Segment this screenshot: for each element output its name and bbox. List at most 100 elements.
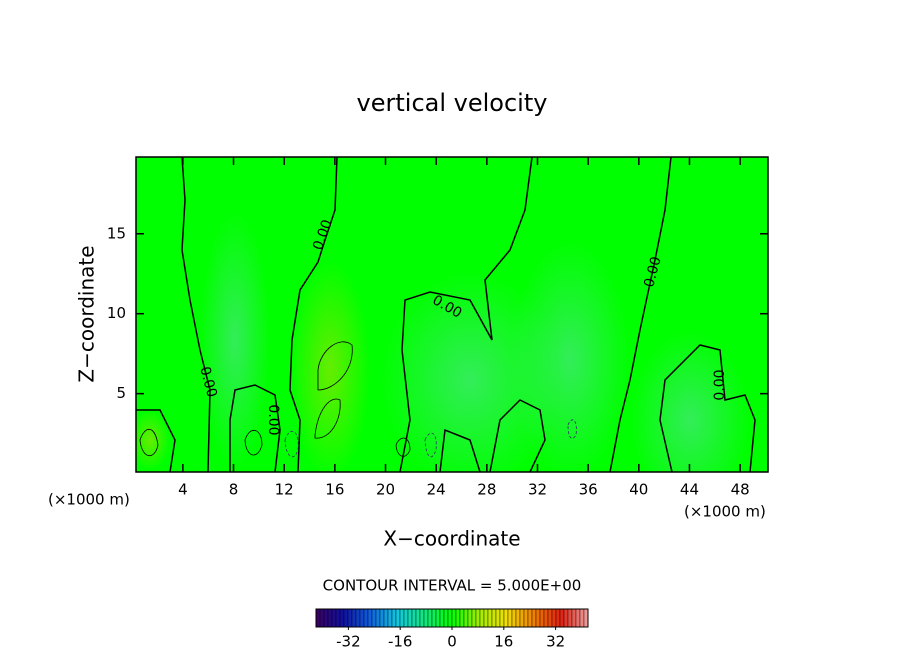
- colorbar-cell: [495, 608, 501, 628]
- colorbar-cell: [475, 608, 481, 628]
- colorbar-cell: [499, 608, 505, 628]
- colorbar-cell: [535, 608, 541, 628]
- colorbar-cell: [339, 608, 345, 628]
- colorbar-cell: [331, 608, 337, 628]
- colorbar-cell: [395, 608, 401, 628]
- colorbar-cell: [371, 608, 377, 628]
- colorbar-cell: [439, 608, 445, 628]
- chart-title: vertical velocity: [357, 89, 548, 117]
- colorbar-cell: [375, 608, 381, 628]
- colorbar-cell: [443, 608, 449, 628]
- colorbar-cell: [527, 608, 533, 628]
- colorbar-cell: [323, 608, 329, 628]
- colorbar-cell: [575, 608, 581, 628]
- x-tick-label: 16: [325, 481, 344, 499]
- colorbar-cell: [363, 608, 369, 628]
- x-tick-label: 44: [680, 481, 699, 499]
- colorbar-cell: [463, 608, 469, 628]
- colorbar-cell: [547, 608, 553, 628]
- colorbar-cell: [471, 608, 477, 628]
- colorbar-cell: [383, 608, 389, 628]
- contour-label: 0.00: [265, 404, 281, 435]
- colorbar-cell: [531, 608, 537, 628]
- colorbar-cell: [467, 608, 473, 628]
- colorbar-cell: [451, 608, 457, 628]
- plot-frame: [135, 156, 769, 473]
- x-tick-label: 24: [427, 481, 446, 499]
- colorbar-cell: [387, 608, 393, 628]
- colorbar-cell: [335, 608, 341, 628]
- colorbar-cell: [479, 608, 485, 628]
- colorbar-cell: [551, 608, 557, 628]
- contour-label: 0.00: [641, 255, 665, 289]
- colorbar-cell: [567, 608, 573, 628]
- colorbar-tick-label: 0: [447, 633, 457, 651]
- colorbar-cell: [515, 608, 521, 628]
- y-axis-label: Z−coordinate: [75, 245, 99, 382]
- colorbar-cell: [427, 608, 433, 628]
- y-tick-label: 5: [116, 384, 126, 402]
- x-tick-label: 40: [629, 481, 648, 499]
- colorbar-cell: [351, 608, 357, 628]
- colorbar-tick-label: 16: [494, 633, 513, 651]
- colorbar-cell: [391, 608, 397, 628]
- colorbar-cell: [583, 608, 589, 628]
- contour-interval: CONTOUR INTERVAL = 5.000E+00: [323, 577, 582, 595]
- colorbar-cell: [491, 608, 497, 628]
- colorbar-cell: [327, 608, 333, 628]
- x-unit-label: (×1000 m): [48, 491, 130, 509]
- colorbar-cell: [447, 608, 453, 628]
- colorbar-cell: [519, 608, 525, 628]
- x-axis-label: X−coordinate: [383, 527, 520, 551]
- colorbar-tick-label: 32: [546, 633, 565, 651]
- x-tick-label: 48: [731, 481, 750, 499]
- colorbar-cell: [503, 608, 509, 628]
- y-tick-label: 10: [107, 304, 126, 322]
- colorbar-cell: [423, 608, 429, 628]
- x-tick-label: 12: [275, 481, 294, 499]
- colorbar-cell: [511, 608, 517, 628]
- field-shading: [136, 157, 756, 472]
- x-tick-label: 8: [229, 481, 239, 499]
- colorbar-cell: [347, 608, 353, 628]
- colorbar-cell: [571, 608, 577, 628]
- colorbar-cell: [415, 608, 421, 628]
- y-tick-label: 15: [107, 224, 126, 242]
- colorbar-tick-label: -32: [336, 633, 361, 651]
- colorbar-cell: [455, 608, 461, 628]
- colorbar-cell: [563, 608, 569, 628]
- colorbar-cell: [507, 608, 513, 628]
- colorbar-cell: [539, 608, 545, 628]
- colorbar-cell: [579, 608, 585, 628]
- colorbar-cell: [343, 608, 349, 628]
- colorbar-tick-label: -16: [388, 633, 413, 651]
- colorbar-cell: [403, 608, 409, 628]
- colorbar-cell: [431, 608, 437, 628]
- colorbar-cell: [459, 608, 465, 628]
- colorbar-cell: [555, 608, 561, 628]
- colorbar-cell: [379, 608, 385, 628]
- colorbar-cell: [543, 608, 549, 628]
- colorbar-cell: [523, 608, 529, 628]
- colorbar-cell: [487, 608, 493, 628]
- colorbar-cell: [355, 608, 361, 628]
- colorbar-cell: [315, 608, 321, 628]
- colorbar-cell: [411, 608, 417, 628]
- colorbar-cell: [367, 608, 373, 628]
- x-unit-label: (×1000 m): [684, 503, 766, 521]
- x-tick-label: 32: [528, 481, 547, 499]
- colorbar-cell: [435, 608, 441, 628]
- colorbar-cell: [419, 608, 425, 628]
- x-tick-label: 4: [178, 481, 188, 499]
- colorbar-cell: [399, 608, 405, 628]
- colorbar-cell: [359, 608, 365, 628]
- colorbar-cell: [407, 608, 413, 628]
- x-tick-label: 36: [579, 481, 598, 499]
- contour-label: 0.00: [712, 369, 728, 400]
- x-tick-label: 20: [376, 481, 395, 499]
- colorbar-cell: [483, 608, 489, 628]
- contour-label: 0.00: [196, 365, 220, 399]
- colorbar-cell: [559, 608, 565, 628]
- colorbar-cell: [319, 608, 325, 628]
